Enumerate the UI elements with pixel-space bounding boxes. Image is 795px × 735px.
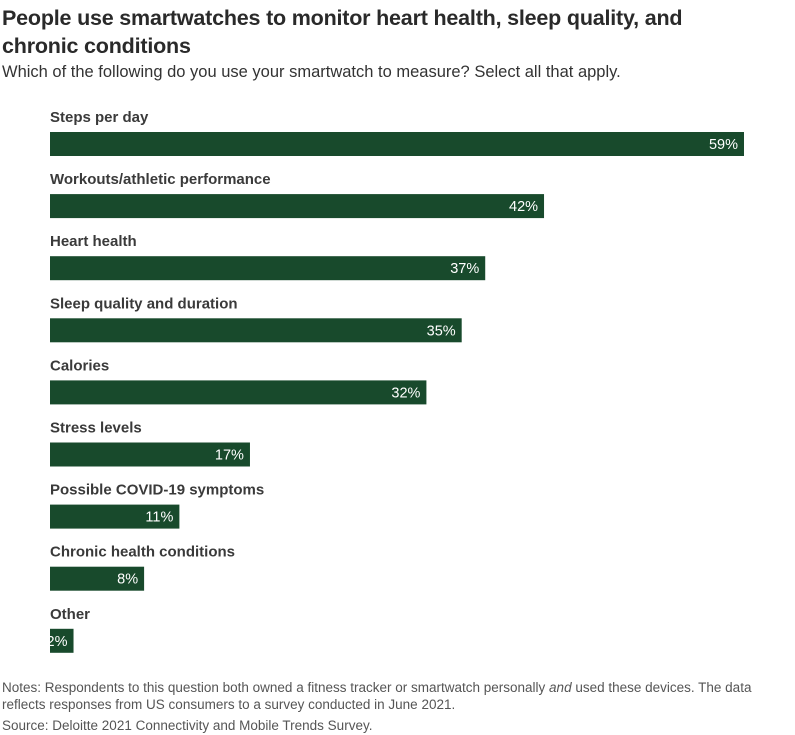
category-label-other: Other [50,606,90,623]
value-label-possible-covid-19-symptoms: 11% [145,510,173,526]
bar-possible-covid-19-symptoms [50,504,180,529]
category-label-calories: Calories [50,357,109,374]
bar-calories [50,380,427,405]
bar-stress-levels [50,442,250,467]
notes-text-start: Notes: Respondents to this question both… [2,680,550,695]
category-label-possible-covid-19-symptoms: Possible COVID-19 symptoms [50,482,264,499]
bar-workouts-athletic-performance [50,194,545,219]
notes-text-end: used these devices. The data reflects re… [2,680,752,712]
category-label-stress-levels: Stress levels [50,420,142,437]
category-label-heart-health: Heart health [50,233,137,250]
category-label-chronic-health-conditions: Chronic health conditions [50,544,235,561]
bar-heart-health [50,256,486,281]
bar-chart: Steps per day 59% Workouts/athletic perfor… [47,109,744,653]
value-label-workouts-athletic-performance: 42% [509,199,538,215]
bar-chronic-health-conditions [50,566,145,591]
chart-subtitle: Which of the following do you use your s… [2,63,621,81]
category-label-steps-per-day: Steps per day [50,109,149,126]
bar-sleep-quality-and-duration [50,318,462,343]
bar-other [50,628,74,653]
category-label-sleep-quality-and-duration: Sleep quality and duration [50,295,238,312]
value-label-sleep-quality-and-duration: 35% [427,323,456,339]
value-label-stress-levels: 17% [215,448,244,464]
chart-notes: Notes: Respondents to this question both… [2,680,787,713]
chart-title: People use smartwatches to monitor heart… [2,6,683,58]
value-label-calories: 32% [391,385,420,401]
bar-steps-per-day [50,132,744,156]
value-label-heart-health: 37% [450,261,479,277]
value-label-steps-per-day: 59% [709,137,738,153]
value-label-other: 2% [47,634,68,650]
notes-emphasis: and [549,680,572,695]
category-label-workouts-athletic-performance: Workouts/athletic performance [50,171,271,188]
value-label-chronic-health-conditions: 8% [117,572,138,588]
chart-source: Source: Deloitte 2021 Connectivity and M… [2,718,373,733]
